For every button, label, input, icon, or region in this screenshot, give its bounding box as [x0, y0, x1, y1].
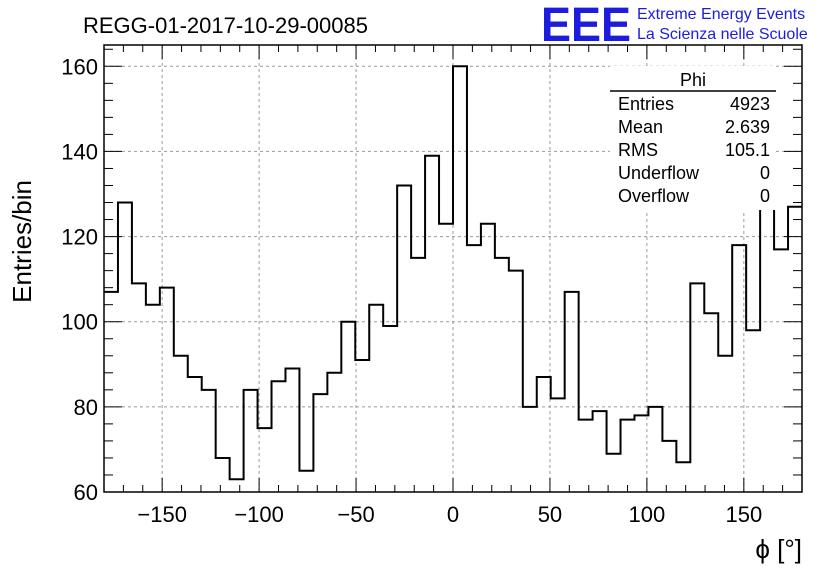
- eee-logo: EEE Extreme Energy Events La Scienza nel…: [541, 0, 808, 52]
- chart-title: REGG-01-2017-10-29-00085: [83, 13, 368, 38]
- y-tick-label: 120: [61, 225, 98, 250]
- stats-row-label: RMS: [618, 140, 658, 160]
- axes: [103, 44, 803, 493]
- stats-row-value: 0: [760, 186, 770, 206]
- stats-row-value: 105.1: [725, 140, 770, 160]
- x-tick-label: 100: [629, 502, 666, 527]
- x-tick-label: 50: [538, 502, 562, 527]
- stats-row-label: Underflow: [618, 163, 700, 183]
- stats-row-value: 4923: [730, 94, 770, 114]
- x-tick-label: 150: [725, 502, 762, 527]
- stats-row-label: Mean: [618, 117, 663, 137]
- logo-line-2: La Scienza nelle Scuole: [637, 26, 808, 43]
- x-tick-label: −150: [137, 502, 187, 527]
- histogram-series: [104, 65, 802, 481]
- y-tick-label: 60: [74, 480, 98, 505]
- histogram-outline: [104, 65, 802, 481]
- y-tick-label: 80: [74, 395, 98, 420]
- y-tick-label: 100: [61, 310, 98, 335]
- y-tick-label: 140: [61, 139, 98, 164]
- tick-labels: −150 −100 −50 0 50 100 150 60 80 100 120 140 160: [61, 54, 762, 527]
- x-tick-label: 0: [447, 502, 459, 527]
- stats-row-value: 0: [760, 163, 770, 183]
- stats-box-background: [610, 66, 776, 210]
- stats-row-label: Entries: [618, 94, 674, 114]
- x-tick-label: −100: [234, 502, 284, 527]
- y-tick-label: 160: [61, 54, 98, 79]
- x-tick-label: −50: [337, 502, 374, 527]
- stats-box-name: Phi: [680, 70, 706, 90]
- stats-row-value: 2.639: [725, 117, 770, 137]
- stats-row-label: Overflow: [618, 186, 690, 206]
- logo-line-1: Extreme Energy Events: [637, 6, 805, 23]
- logo-letters: EEE: [541, 0, 631, 52]
- x-axis-title: ϕ [°]: [755, 534, 802, 564]
- stats-box: Phi Entries 4923 Mean 2.639 RMS 105.1 Underflo…: [610, 66, 776, 210]
- y-axis-title: Entries/bin: [7, 180, 37, 303]
